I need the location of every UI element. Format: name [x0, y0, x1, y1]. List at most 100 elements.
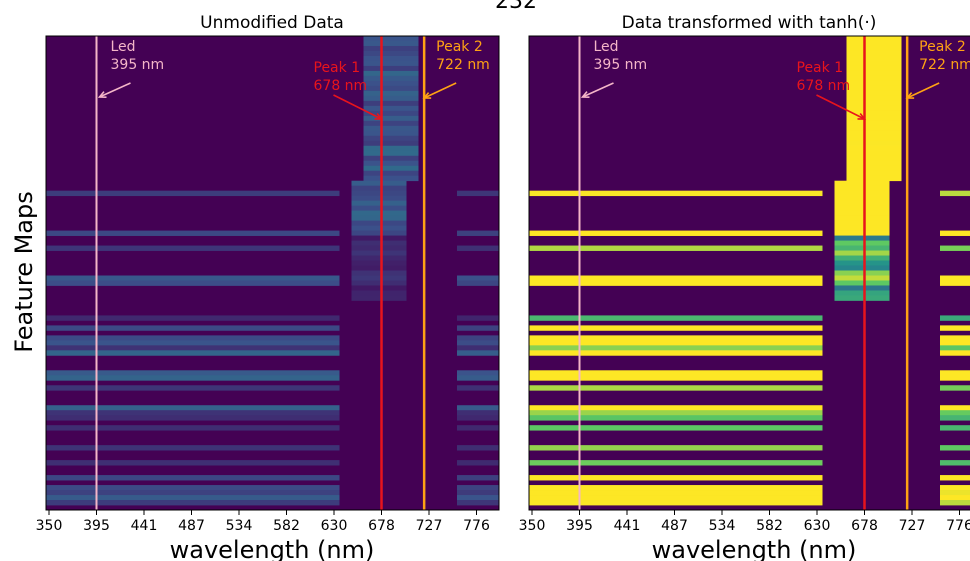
heatmap-peak-band — [351, 290, 407, 296]
axes-frame — [528, 35, 970, 511]
annotation-lines: Led 395 nm Peak 1 678 nm Peak 2 722 nm — [95, 36, 490, 510]
heatmap-peak-band — [834, 215, 890, 222]
heatmap-background — [46, 36, 499, 510]
heatmap-band — [940, 495, 970, 501]
heatmap-peak-band — [834, 195, 890, 202]
x-ticks: 350 395 441 487 534 582 630 678 727 776 — [36, 510, 490, 534]
heatmap-peak-band — [846, 75, 902, 82]
heatmap-band — [457, 335, 499, 341]
heatmap-band — [46, 190, 340, 197]
heatmap-peak-band — [834, 225, 890, 231]
panel-tanh: Data transformed with tanh(·) Led 395 nm P… — [519, 13, 970, 561]
heatmap-peak-band — [834, 255, 890, 261]
heatmap-band — [940, 410, 970, 416]
heatmap-peak-band — [846, 85, 902, 92]
heatmap-peak-band — [363, 135, 419, 142]
heatmap-peak-band — [351, 185, 407, 192]
heatmap-band — [457, 325, 499, 331]
annotation-arrowhead — [374, 112, 384, 120]
annotation-label: Peak 1 — [797, 60, 844, 76]
heatmap-band — [46, 325, 340, 331]
heatmap-band — [940, 415, 970, 421]
heatmap-peak-band — [363, 160, 419, 167]
heatmap-band — [46, 375, 340, 381]
heatmap-peak-band — [834, 245, 890, 251]
heatmap-band — [46, 425, 340, 431]
heatmap-band — [940, 370, 970, 376]
heatmap-peak-band — [351, 190, 407, 197]
heatmap-band — [457, 230, 499, 236]
heatmap-peak-band — [363, 175, 419, 182]
heatmap-peak-band — [846, 155, 902, 162]
annotation-arrowhead — [905, 92, 915, 99]
x-tick-label: 441 — [131, 518, 158, 534]
heatmap-band — [940, 230, 970, 236]
panel-unmodified: Unmodified Data Led 395 nm Peak 1 678 nm Pea… — [36, 13, 500, 561]
heatmap-peak-band — [363, 50, 419, 57]
heatmap-bands — [46, 36, 499, 506]
heatmap-peak-band — [363, 100, 419, 107]
heatmap-peak-band — [351, 240, 407, 246]
x-tick-label: 776 — [946, 518, 970, 534]
heatmap-band — [940, 405, 970, 411]
heatmap-band — [529, 425, 823, 431]
heatmap-peak-band — [363, 155, 419, 162]
heatmap-band — [46, 490, 340, 496]
heatmap-peak-band — [834, 280, 890, 286]
heatmap-band — [457, 490, 499, 496]
x-tick-label: 582 — [273, 518, 300, 534]
heatmap-band — [457, 275, 499, 281]
heatmap-band — [529, 485, 823, 491]
heatmap-peak-band — [351, 200, 407, 207]
annotation-value: 678 nm — [314, 78, 368, 94]
heatmap-peak-band — [351, 210, 407, 217]
heatmap-peak-band — [363, 145, 419, 152]
heatmap-band — [940, 315, 970, 321]
heatmap-peak-band — [846, 90, 902, 97]
heatmap-peak-band — [363, 65, 419, 72]
annotation-arrowhead — [97, 91, 107, 98]
x-tick-label: 630 — [321, 518, 348, 534]
heatmap-peak-band — [846, 130, 902, 137]
x-tick-label: 487 — [661, 518, 688, 534]
annotation-label: Led — [594, 39, 619, 55]
heatmap-band — [529, 405, 823, 411]
heatmap-band — [529, 350, 823, 356]
heatmap-band — [46, 245, 340, 251]
heatmap-band — [457, 370, 499, 376]
heatmap-band — [529, 335, 823, 341]
heatmap-peak-band — [363, 170, 419, 177]
heatmap-peak-band — [834, 250, 890, 256]
heatmap-peak-band — [351, 260, 407, 266]
heatmap-band — [457, 340, 499, 346]
annotation-arrowhead — [857, 112, 867, 120]
heatmap-band — [529, 370, 823, 376]
heatmap-peak-band — [363, 85, 419, 92]
heatmap-band — [529, 495, 823, 501]
annotation-label: Peak 2 — [919, 39, 966, 55]
x-tick-label: 727 — [416, 518, 443, 534]
heatmap-band — [940, 190, 970, 197]
heatmap-peak-band — [834, 275, 890, 281]
annotation-label: Peak 1 — [314, 60, 361, 76]
heatmap-band — [457, 245, 499, 251]
x-tick-label: 582 — [756, 518, 783, 534]
heatmap-band — [457, 375, 499, 381]
heatmap-band — [457, 425, 499, 431]
heatmap-peak-band — [834, 290, 890, 296]
heatmap-band — [457, 315, 499, 321]
x-ticks: 350 395 441 487 534 582 630 678 727 776 — [519, 510, 970, 534]
heatmap-peak-band — [363, 140, 419, 147]
heatmap-band — [46, 280, 340, 286]
heatmap-peak-band — [834, 210, 890, 217]
annotation-arrow — [423, 82, 457, 99]
heatmap-band — [940, 280, 970, 286]
annotation-value: 395 nm — [111, 57, 165, 73]
heatmap-peak-band — [846, 55, 902, 62]
heatmap-peak-band — [363, 75, 419, 82]
heatmap-peak-band — [834, 185, 890, 192]
heatmap-band — [457, 190, 499, 197]
heatmap-bands — [529, 36, 970, 506]
heatmap-peak-band — [846, 175, 902, 182]
annotation-value: 722 nm — [436, 57, 490, 73]
